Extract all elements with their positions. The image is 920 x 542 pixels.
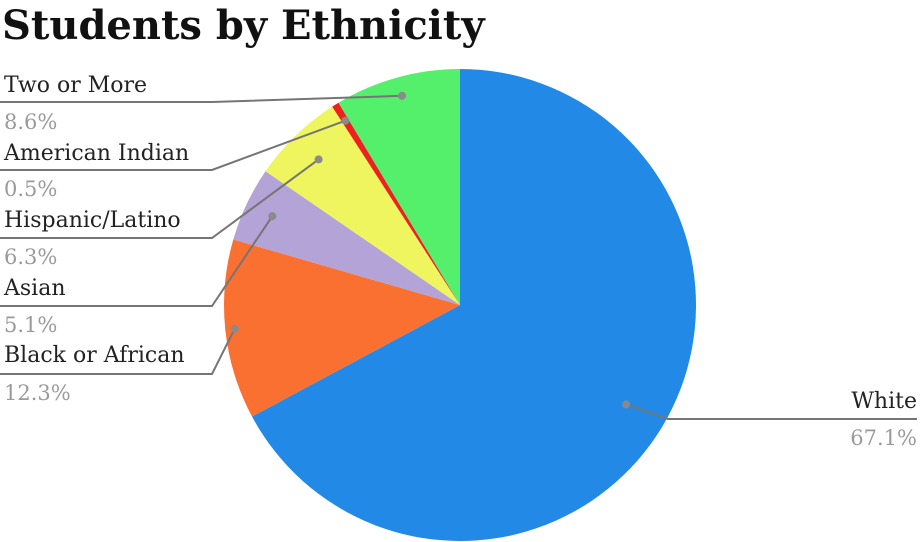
pie-slice-american-indian [332,102,460,305]
chart-title: Students by Ethnicity [2,2,486,49]
slice-percent-white: 67.1% [850,426,917,450]
slice-percent-american-indian: 0.5% [4,177,57,201]
pie-slice-hispanic-latino [265,106,460,305]
pie-slice-white [252,69,696,541]
slice-label-white: White [851,389,917,414]
leader-dot-asian [268,212,277,221]
leader-dot-american-indian [341,116,350,125]
leader-line-asian [0,215,274,307]
slice-percent-two-or-more: 8.6% [4,110,57,134]
slice-label-american-indian: American Indian [3,141,189,166]
pie-slice-two-or-more [338,69,460,305]
leader-line-two-or-more [0,94,403,103]
leader-dot-hispanic-latino [314,155,323,164]
slice-label-asian: Asian [3,276,66,301]
leader-line-black-or-african [0,328,236,375]
leader-dot-two-or-more [398,91,406,100]
slice-labels: White 67.1% Black or African 12.3% Asian 5.1%… [3,73,917,450]
slice-percent-black-or-african: 12.3% [4,381,71,405]
pie-slices [224,69,696,541]
slice-percent-hispanic-latino: 6.3% [4,245,57,269]
pie-slice-black-or-african [224,239,460,417]
leader-line-white [625,403,917,420]
leader-lines [0,91,917,420]
leader-dot-white [622,400,631,409]
leader-dot-black-or-african [230,324,239,333]
slice-label-hispanic-latino: Hispanic/Latino [4,208,181,233]
leader-line-hispanic-latino [0,158,320,239]
slice-label-black-or-african: Black or African [4,343,185,368]
slice-percent-asian: 5.1% [4,313,57,337]
pie-slice-asian [233,171,460,305]
leader-line-american-indian [0,119,346,171]
slice-label-two-or-more: Two or More [4,73,147,98]
